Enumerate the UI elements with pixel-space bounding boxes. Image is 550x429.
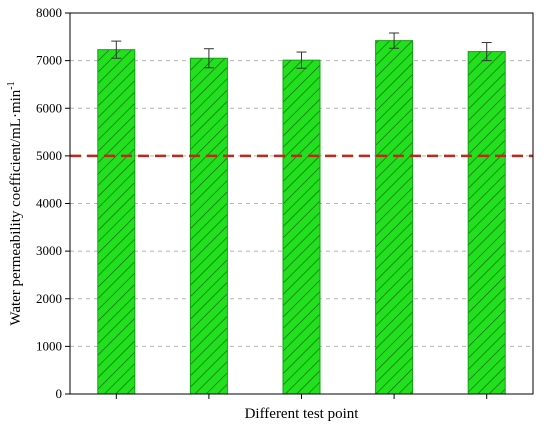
- y-tick-label: 5000: [36, 148, 62, 163]
- bar: [282, 59, 321, 395]
- bar: [97, 49, 136, 395]
- bar: [467, 51, 506, 395]
- y-tick-label: 6000: [36, 100, 62, 115]
- y-axis-label: Water permeability coefficient/mL·min-1: [6, 81, 24, 325]
- bar: [375, 40, 414, 395]
- bars: [97, 32, 506, 395]
- y-tick-label: 7000: [36, 53, 62, 68]
- y-axis-label-main: Water permeability coefficient/mL·min: [8, 89, 24, 325]
- x-axis-label: Different test point: [245, 406, 360, 422]
- y-axis-label-superscript: -1: [6, 81, 17, 89]
- y-tick-label: 3000: [36, 243, 62, 258]
- grid-lines: [70, 60, 533, 347]
- bar: [189, 57, 228, 395]
- y-tick-label: 8000: [36, 5, 62, 20]
- y-tick-label: 0: [56, 386, 63, 401]
- axis-ticks: 0 1000 2000 3000 4000 5000 6000 7000 8000: [36, 5, 488, 401]
- y-tick-label: 1000: [36, 338, 62, 353]
- y-tick-label: 2000: [36, 291, 62, 306]
- y-tick-label: 4000: [36, 196, 62, 211]
